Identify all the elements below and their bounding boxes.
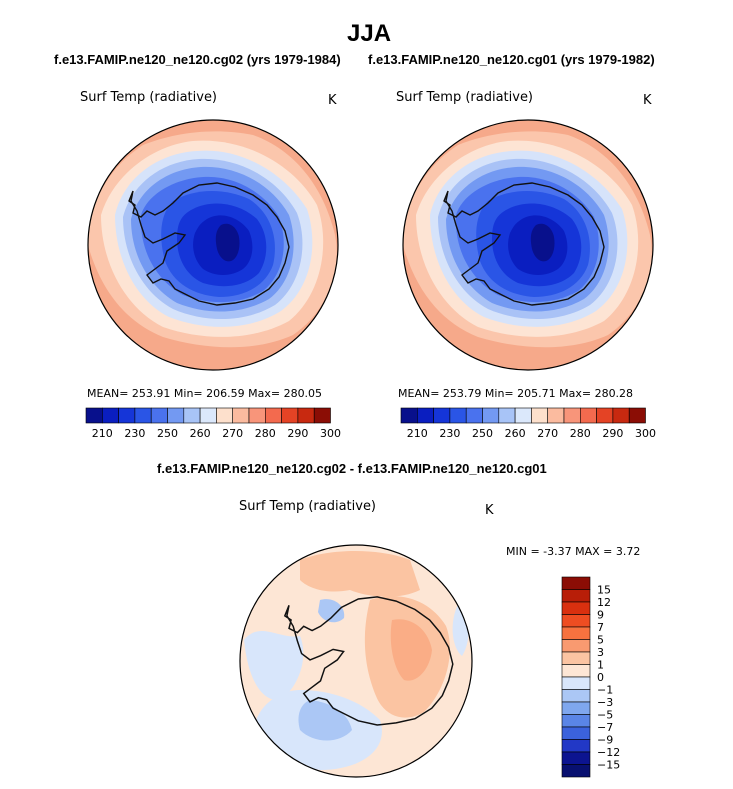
colorbar-swatch — [561, 589, 591, 603]
colorbar-tick-label: −1 — [597, 684, 613, 697]
colorbar-swatch — [561, 651, 591, 665]
diff-title: f.e13.FAMIP.ne120_ne120.cg02 - f.e13.FAM… — [157, 461, 547, 476]
colorbar-swatch — [561, 726, 591, 740]
colorbar-tick-label: −5 — [597, 709, 613, 722]
panel3-map-boundary — [239, 544, 473, 778]
colorbar-swatch — [167, 407, 185, 424]
colorbar-tick-label: 230 — [124, 427, 145, 440]
panel3-variable: Surf Temp (radiative) — [239, 499, 377, 514]
colorbar-swatch — [596, 407, 614, 424]
colorbar-tick-label: −15 — [597, 759, 620, 772]
colorbar-tick-label: 9 — [597, 609, 604, 622]
colorbar-swatch — [297, 407, 315, 424]
colorbar-swatch — [400, 407, 418, 424]
panel1-units: K — [328, 93, 337, 108]
colorbar-swatch — [561, 576, 591, 590]
colorbar-tick-label: 1 — [597, 659, 604, 672]
colorbar-tick-label: 3 — [597, 646, 604, 659]
colorbar-swatch — [102, 407, 119, 424]
colorbar-swatch — [150, 407, 168, 424]
colorbar-swatch — [281, 407, 299, 424]
colorbar-swatch — [547, 407, 565, 424]
colorbar-tick-label: 290 — [287, 427, 308, 440]
colorbar-swatch — [85, 407, 103, 424]
panel2-map-boundary — [402, 119, 654, 371]
colorbar-tick-label: −12 — [597, 746, 620, 759]
colorbar-tick-label: −3 — [597, 696, 613, 709]
case-title-right: f.e13.FAMIP.ne120_ne120.cg01 (yrs 1979-1… — [368, 52, 655, 67]
colorbar-tick-label: 260 — [190, 427, 211, 440]
colorbar-swatch — [232, 407, 250, 424]
colorbar-swatch — [183, 407, 201, 424]
colorbar-swatch — [514, 407, 532, 424]
colorbar-swatch — [199, 407, 217, 424]
colorbar-tick-label: 280 — [255, 427, 276, 440]
colorbar-tick-label: −9 — [597, 734, 613, 747]
colorbar-swatch — [612, 407, 630, 424]
colorbar-tick-label: 300 — [635, 427, 656, 440]
colorbar-swatch — [561, 764, 591, 778]
panel1-stats: MEAN= 253.91 Min= 206.59 Max= 280.05 — [87, 387, 323, 400]
case-title-left: f.e13.FAMIP.ne120_ne120.cg02 (yrs 1979-1… — [54, 52, 341, 67]
colorbar-swatch — [498, 407, 516, 424]
colorbar-tick-label: 7 — [597, 621, 604, 634]
colorbar-swatch — [628, 407, 646, 424]
colorbar-swatch — [561, 676, 591, 690]
colorbar-swatch — [216, 407, 233, 424]
colorbar-swatch — [248, 407, 266, 424]
colorbar-swatch — [561, 714, 591, 728]
colorbar-tick-label: 5 — [597, 634, 604, 647]
colorbar-swatch — [531, 407, 549, 424]
colorbar-swatch — [561, 626, 591, 640]
panel2-variable: Surf Temp (radiative) — [396, 90, 534, 105]
colorbar-tick-label: 270 — [222, 427, 243, 440]
panel3-stats: MIN = -3.37 MAX = 3.72 — [506, 545, 641, 558]
colorbar-swatch — [134, 407, 152, 424]
colorbar-swatch — [433, 407, 451, 424]
panel1-variable: Surf Temp (radiative) — [80, 90, 218, 105]
panel2-map — [403, 120, 653, 370]
colorbar-swatch — [264, 407, 282, 424]
colorbar-tick-label: 210 — [407, 427, 428, 440]
colorbar-swatch — [561, 689, 591, 703]
panel1-map — [88, 120, 338, 370]
colorbar-tick-label: −7 — [597, 721, 613, 734]
colorbar-swatch — [561, 614, 591, 628]
colorbar-tick-label: 270 — [537, 427, 558, 440]
panel1-map-boundary — [87, 119, 339, 371]
colorbar-tick-label: 230 — [439, 427, 460, 440]
colorbar-swatch — [313, 407, 331, 424]
colorbar-tick-label: 290 — [602, 427, 623, 440]
colorbar-swatch — [465, 407, 483, 424]
colorbar-swatch — [561, 751, 591, 765]
colorbar-swatch — [561, 664, 591, 678]
colorbar-swatch — [563, 407, 581, 424]
colorbar-tick-label: 12 — [597, 596, 611, 609]
colorbar-swatch — [416, 407, 434, 424]
colorbar-swatch — [561, 639, 591, 653]
colorbar-tick-label: 260 — [505, 427, 526, 440]
colorbar-swatch — [482, 407, 500, 424]
season-title: JJA — [347, 20, 392, 47]
colorbar-tick-label: 280 — [570, 427, 591, 440]
colorbar-tick-label: 15 — [597, 584, 611, 597]
panel2-units: K — [643, 93, 652, 108]
colorbar-tick-label: 0 — [597, 671, 604, 684]
colorbar-swatch — [561, 739, 591, 753]
panel2-stats: MEAN= 253.79 Min= 205.71 Max= 280.28 — [398, 387, 634, 400]
colorbar-swatch — [561, 601, 591, 615]
colorbar-tick-label: 250 — [157, 427, 178, 440]
colorbar-swatch — [561, 701, 591, 715]
colorbar-swatch — [579, 407, 597, 424]
panel3-map — [240, 545, 472, 777]
colorbar-tick-label: 250 — [472, 427, 493, 440]
colorbar-tick-label: 300 — [320, 427, 341, 440]
panel3-units: K — [485, 503, 494, 518]
colorbar-tick-label: 210 — [92, 427, 113, 440]
colorbar-swatch — [449, 407, 467, 424]
colorbar-swatch — [118, 407, 136, 424]
